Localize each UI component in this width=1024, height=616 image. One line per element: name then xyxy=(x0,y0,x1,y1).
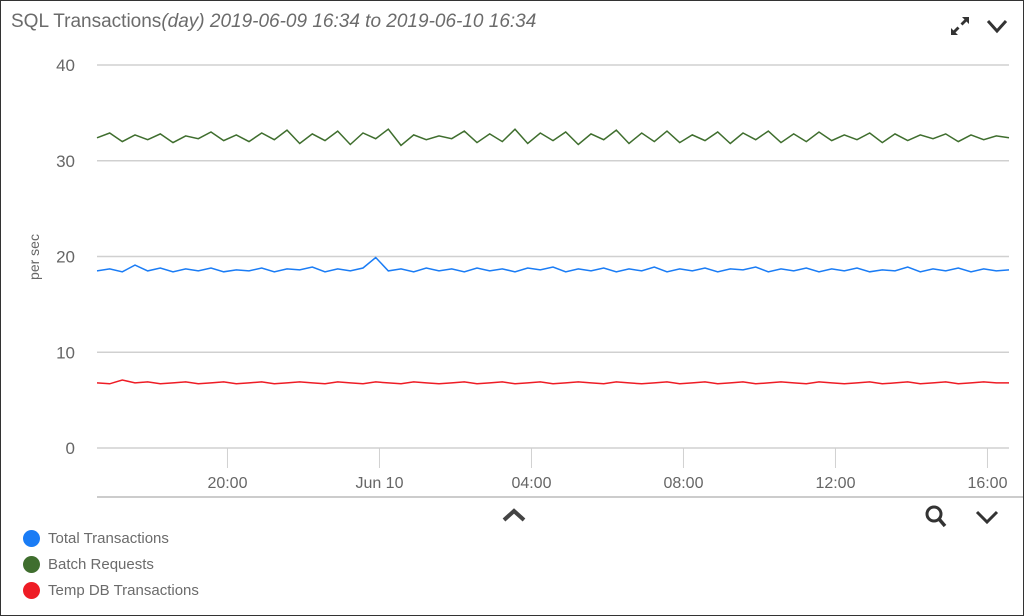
series-line-batch-requests xyxy=(96,128,1010,147)
series-line-temp-db-transactions xyxy=(96,379,1009,385)
title-main: SQL Transactions xyxy=(11,11,162,32)
chevron-down-icon[interactable] xyxy=(974,507,1000,527)
legend-item[interactable]: Temp DB Transactions xyxy=(23,582,199,599)
y-tick-label: 40 xyxy=(56,56,75,75)
y-tick-label: 30 xyxy=(56,152,75,171)
legend-swatch xyxy=(23,556,40,573)
chevron-down-icon[interactable] xyxy=(985,15,1009,37)
x-tick-label: Jun 10 xyxy=(355,475,403,492)
chevron-up-icon[interactable] xyxy=(500,506,528,524)
y-axis-label: per sec xyxy=(26,234,42,280)
y-tick-label: 10 xyxy=(56,343,75,362)
legend-item[interactable]: Total Transactions xyxy=(23,530,169,547)
x-tick-label: 12:00 xyxy=(815,475,855,492)
legend-swatch xyxy=(23,582,40,599)
x-tick-label: 04:00 xyxy=(511,475,551,492)
chart-title: SQL Transactions(day) 2019-06-09 16:34 t… xyxy=(11,11,536,33)
title-period: (day) 2019-06-09 16:34 to 2019-06-10 16:… xyxy=(161,11,537,32)
expand-icon[interactable] xyxy=(948,14,972,38)
legend-label: Total Transactions xyxy=(48,530,169,547)
line-chart: 0 10 20 30 40 per sec 20:00 Jun 10 04:00 08:00 12:… xyxy=(26,56,1023,498)
x-tick-label: 20:00 xyxy=(207,475,247,492)
y-tick-label: 0 xyxy=(66,439,75,458)
legend-label: Batch Requests xyxy=(48,556,154,573)
x-tick-label: 08:00 xyxy=(663,475,703,492)
zoom-icon[interactable] xyxy=(923,504,951,530)
legend-swatch xyxy=(23,530,40,547)
series-line-total-transactions xyxy=(96,256,1010,273)
legend-item[interactable]: Batch Requests xyxy=(23,556,154,573)
x-tick-label: 16:00 xyxy=(967,475,1007,492)
y-tick-label: 20 xyxy=(56,248,75,267)
legend-label: Temp DB Transactions xyxy=(48,582,199,599)
